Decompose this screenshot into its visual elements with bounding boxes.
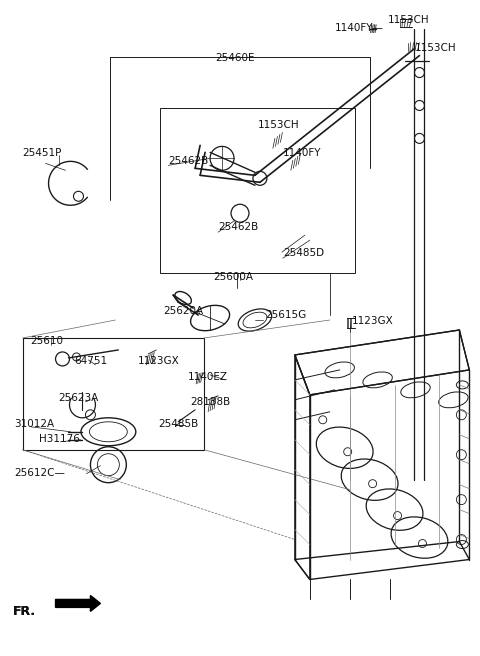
Text: 25600A: 25600A xyxy=(213,272,253,282)
Bar xyxy=(160,108,355,273)
Text: 1153CH: 1153CH xyxy=(387,14,429,25)
Bar xyxy=(23,338,204,450)
Text: 28138B: 28138B xyxy=(190,397,230,407)
Text: 64751: 64751 xyxy=(74,356,108,366)
Text: 25485D: 25485D xyxy=(283,248,324,258)
Text: H31176: H31176 xyxy=(38,434,80,443)
Text: 25485B: 25485B xyxy=(158,419,199,429)
Text: 1123GX: 1123GX xyxy=(352,316,394,326)
Text: 1140EZ: 1140EZ xyxy=(188,372,228,382)
Text: 1140FY—: 1140FY— xyxy=(335,23,384,33)
Text: 25620A: 25620A xyxy=(163,306,204,316)
Text: 25623A: 25623A xyxy=(59,393,99,403)
Text: FR.: FR. xyxy=(12,605,36,619)
Text: 25615G: 25615G xyxy=(265,310,306,320)
Text: 1153CH: 1153CH xyxy=(415,43,456,52)
Text: 1153CH: 1153CH xyxy=(258,121,300,131)
Text: FR.: FR. xyxy=(12,605,36,619)
Text: 25462B: 25462B xyxy=(168,156,208,167)
Text: 1140FY: 1140FY xyxy=(283,148,322,158)
Text: 25462B: 25462B xyxy=(218,222,258,232)
Text: 25612C—: 25612C— xyxy=(15,468,66,478)
Text: 25451P: 25451P xyxy=(23,148,62,158)
Text: 31012A: 31012A xyxy=(15,419,55,429)
Polygon shape xyxy=(56,596,100,611)
Text: 25610: 25610 xyxy=(31,336,64,346)
Text: 1123GX: 1123GX xyxy=(138,356,180,366)
Text: 25460E: 25460E xyxy=(215,52,254,62)
